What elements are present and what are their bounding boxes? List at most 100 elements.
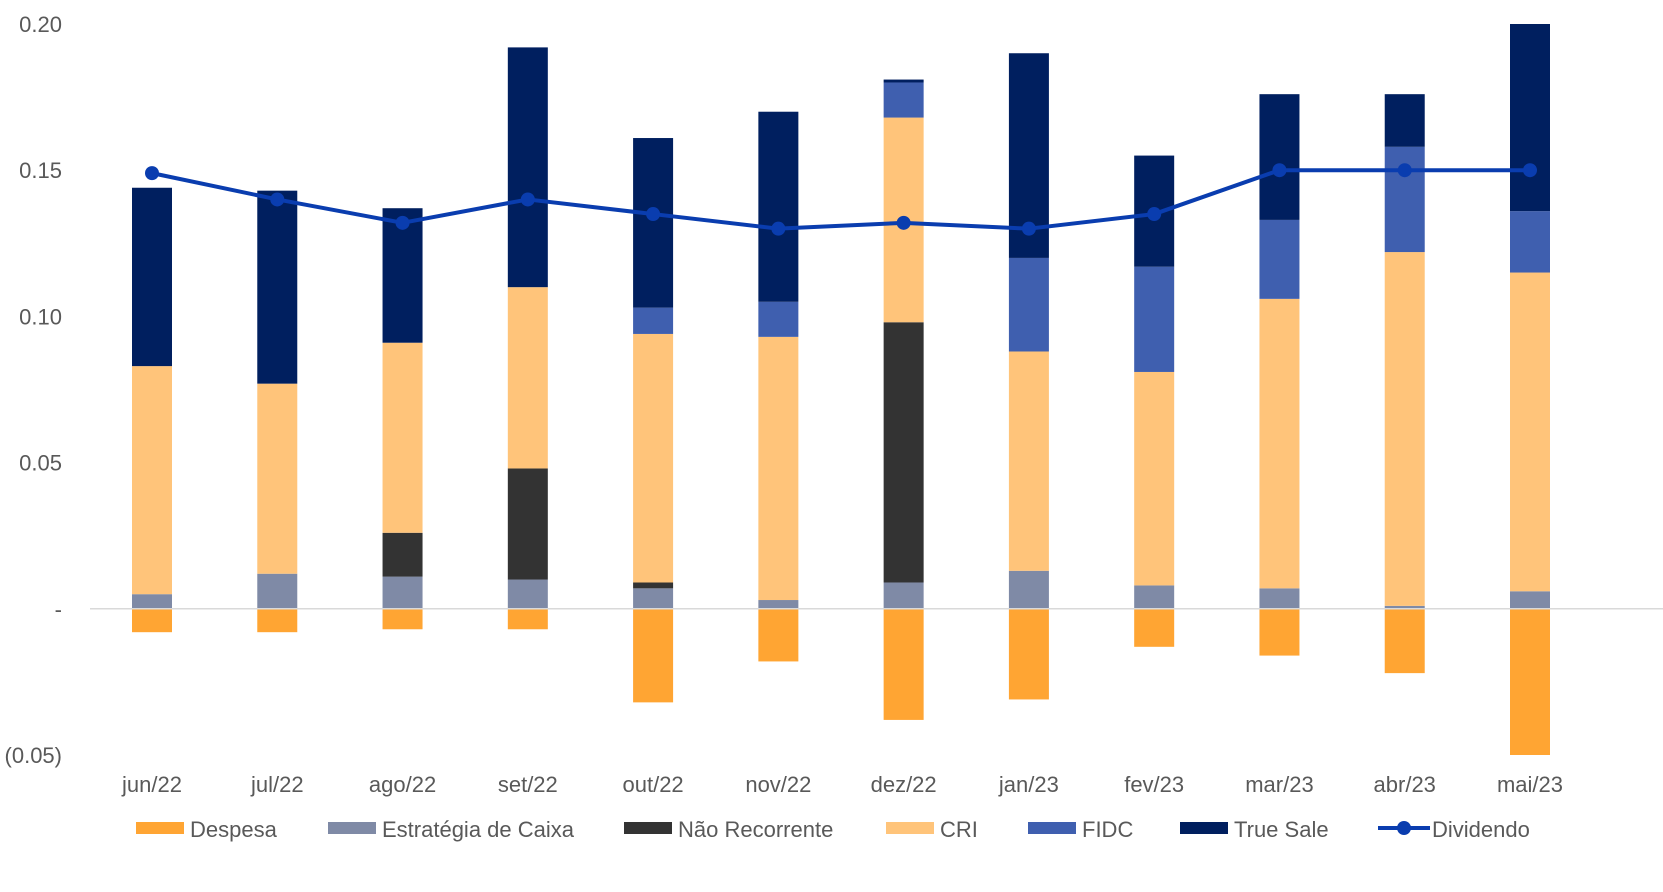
y-tick-label: 0.10 [19,304,62,329]
legend: Despesa Estratégia de Caixa Não Recorrente… [136,817,1530,842]
x-tick-label: jun/22 [121,772,182,797]
bar-fidc-fev-23 [1134,266,1175,372]
bar-estrategia-de-caixa-abr-23 [1384,605,1425,609]
legend-swatch [136,822,184,834]
legend-label: CRI [940,817,978,842]
x-tick-label: jan/23 [998,772,1059,797]
bar-cri-out-22 [633,333,674,583]
bar-true-sale-nov-22 [758,111,799,302]
bar-true-sale-set-22 [507,47,548,288]
bar-despesa-dez-22 [883,608,924,720]
point-dividendo-fev-23 [1147,207,1162,222]
legend-label: Despesa [190,817,278,842]
bar-despesa-jan-23 [1008,608,1049,700]
bar-estrategia-de-caixa-ago-22 [382,576,423,609]
x-tick-label: out/22 [623,772,684,797]
bar-cri-jan-23 [1008,351,1049,571]
bar-nao-recorrente-ago-22 [382,532,423,577]
legend-item-despesa: Despesa [136,817,278,842]
bar-fidc-dez-22 [883,82,924,118]
point-dividendo-ago-22 [395,215,410,230]
bar-despesa-mar-23 [1259,608,1300,656]
legend-swatch [624,822,672,834]
legend-item-cri: CRI [886,817,978,842]
y-axis: 0.20 0.15 0.10 0.05 - (0.05) [5,12,62,768]
bar-estrategia-de-caixa-jul-22 [257,573,298,609]
bar-nao-recorrente-dez-22 [883,322,924,583]
bar-estrategia-de-caixa-mai-23 [1510,591,1550,609]
bar-cri-mai-23 [1510,272,1550,592]
bar-fidc-jan-23 [1008,257,1049,352]
bar-fidc-out-22 [633,307,674,334]
bar-estrategia-de-caixa-dez-22 [883,582,924,609]
legend-item-nao-recorrente: Não Recorrente [624,817,833,842]
bar-cri-set-22 [507,287,548,469]
legend-item-fidc: FIDC [1028,817,1133,842]
point-dividendo-jul-22 [270,192,285,207]
legend-marker [1397,821,1411,835]
bar-cri-ago-22 [382,342,423,533]
bar-estrategia-de-caixa-set-22 [507,579,548,609]
bar-estrategia-de-caixa-jun-22 [132,594,172,609]
point-dividendo-dez-22 [896,215,911,230]
bar-fidc-nov-22 [758,301,799,337]
x-tick-label: dez/22 [871,772,937,797]
x-tick-label: jul/22 [250,772,304,797]
bar-fidc-abr-23 [1384,146,1425,253]
x-tick-label: nov/22 [745,772,811,797]
legend-label: FIDC [1082,817,1133,842]
legend-label: Estratégia de Caixa [382,817,575,842]
x-tick-label: ago/22 [369,772,436,797]
bar-despesa-out-22 [633,608,674,703]
point-dividendo-mai-23 [1523,163,1537,178]
legend-swatch [1028,822,1076,834]
legend-label: Dividendo [1432,817,1530,842]
bar-cri-mar-23 [1259,298,1300,589]
bar-despesa-ago-22 [382,608,423,630]
bar-despesa-jun-22 [132,608,172,633]
dividendo-line-group [145,163,1537,236]
bar-nao-recorrente-out-22 [633,582,674,589]
bar-true-sale-jun-22 [132,187,172,367]
x-tick-label: set/22 [498,772,558,797]
legend-swatch [886,822,934,834]
bar-fidc-mar-23 [1259,219,1300,299]
legend-label: True Sale [1234,817,1329,842]
bar-true-sale-jul-22 [257,190,298,384]
legend-item-dividendo: Dividendo [1378,817,1530,842]
bar-cri-jun-22 [132,366,172,595]
y-tick-label: 0.05 [19,451,62,476]
bar-cri-abr-23 [1384,252,1425,606]
legend-swatch [328,822,376,834]
bar-true-sale-ago-22 [382,208,423,343]
bar-estrategia-de-caixa-nov-22 [758,600,799,609]
bar-true-sale-out-22 [633,138,674,308]
bar-despesa-jul-22 [257,608,298,633]
bar-estrategia-de-caixa-mar-23 [1259,588,1300,609]
bar-nao-recorrente-set-22 [507,468,548,580]
point-dividendo-abr-23 [1397,163,1412,178]
bars-group [132,24,1550,755]
x-tick-label: abr/23 [1374,772,1436,797]
bar-cri-nov-22 [758,336,799,601]
bar-true-sale-abr-23 [1384,94,1425,147]
bar-true-sale-mai-23 [1510,24,1550,212]
bar-despesa-set-22 [507,608,548,630]
y-tick-label: 0.20 [19,12,62,37]
point-dividendo-jan-23 [1021,221,1036,236]
y-tick-label: - [55,597,62,622]
bar-true-sale-dez-22 [883,79,924,83]
legend-item-estrategia-de-caixa: Estratégia de Caixa [328,817,575,842]
point-dividendo-jun-22 [145,166,159,181]
legend-swatch [1180,822,1228,834]
y-tick-label: 0.15 [19,158,62,183]
bar-true-sale-mar-23 [1259,94,1300,220]
bar-estrategia-de-caixa-out-22 [633,588,674,609]
x-tick-label: mar/23 [1245,772,1313,797]
legend-item-true-sale: True Sale [1180,817,1329,842]
line-dividendo [151,168,1530,231]
bar-estrategia-de-caixa-fev-23 [1134,585,1175,609]
bar-despesa-mai-23 [1510,608,1550,755]
bar-despesa-nov-22 [758,608,799,662]
